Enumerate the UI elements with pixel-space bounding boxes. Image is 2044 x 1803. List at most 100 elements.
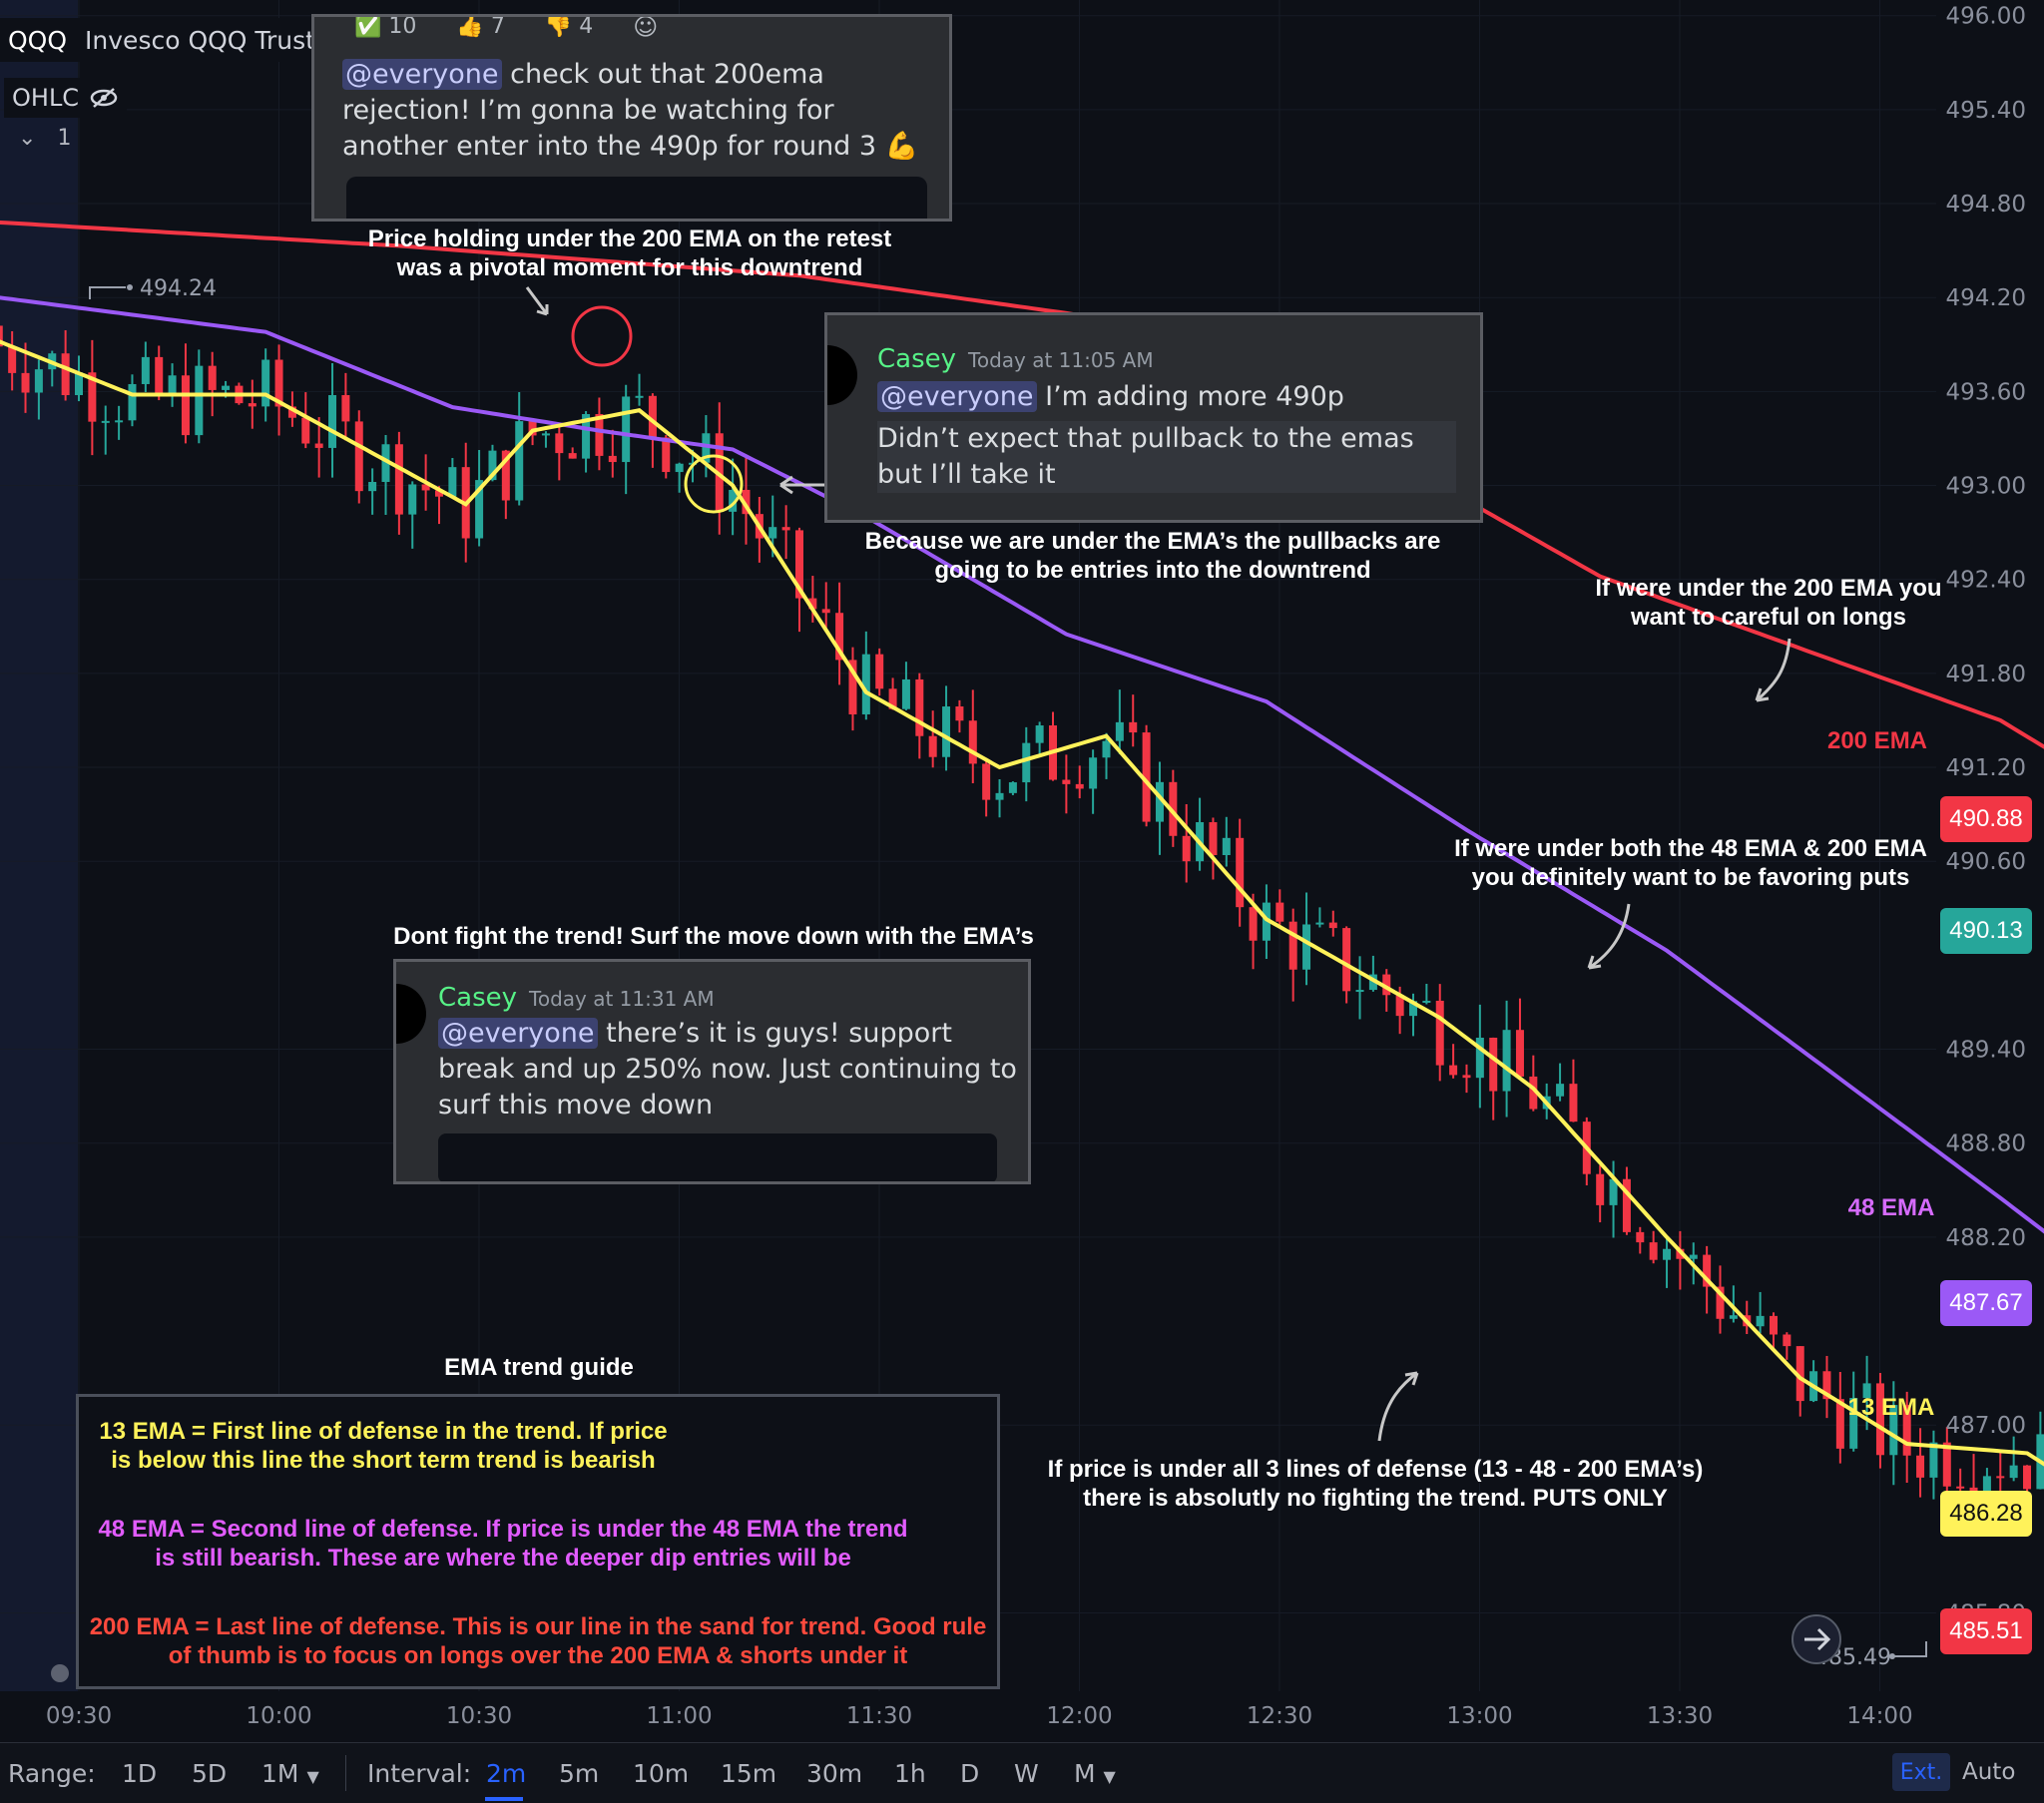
high-marker-line <box>89 286 126 299</box>
eye-off-icon[interactable] <box>89 87 119 109</box>
candle-down <box>1769 1315 1778 1335</box>
candle-down <box>555 433 564 454</box>
mention-everyone[interactable]: @everyone <box>877 381 1037 412</box>
time-tick-label: 12:00 <box>1046 1703 1112 1729</box>
symbol-name: Invesco QQQ Trust <box>85 25 315 55</box>
ext-button[interactable]: Ext. <box>1892 1753 1950 1791</box>
message-3-body: @everyone there’s it is guys! support br… <box>438 1016 1017 1124</box>
candle-down <box>794 530 803 599</box>
candle-down <box>1169 781 1178 836</box>
pullback-circle <box>684 454 744 514</box>
price-tick-label: 494.20 <box>1946 285 2026 311</box>
candle-up <box>381 444 390 482</box>
candle-down <box>915 678 924 736</box>
price-tick-label: 493.00 <box>1946 474 2026 500</box>
auto-button[interactable]: Auto <box>1962 1759 2016 1785</box>
interval-1h[interactable]: 1h <box>894 1759 926 1788</box>
avatar[interactable] <box>827 345 857 405</box>
candle-up <box>1035 725 1044 743</box>
candle-up <box>261 359 270 407</box>
interval-2m[interactable]: 2m <box>486 1759 527 1788</box>
arrow-right-icon <box>1804 1627 1831 1651</box>
candle-down <box>1062 779 1071 784</box>
avatar[interactable] <box>396 984 426 1044</box>
range-1d[interactable]: 1D <box>122 1759 158 1788</box>
annotation-fight-trend: Dont fight the trend! Surf the move down… <box>393 923 1034 950</box>
mention-everyone[interactable]: @everyone <box>438 1018 598 1049</box>
label-48-ema: 48 EMA <box>1847 1194 1935 1221</box>
candle-up <box>622 396 631 463</box>
gear-icon[interactable] <box>51 1664 69 1682</box>
candle-up <box>475 480 484 539</box>
ohlc-toggle[interactable]: OHLC <box>4 78 128 118</box>
annotation-arrows <box>525 286 1791 1442</box>
candle-down <box>888 688 897 709</box>
interval-m[interactable]: M ▼ <box>1074 1759 1116 1788</box>
interval-30m[interactable]: 30m <box>806 1759 863 1788</box>
reaction-thumbs-down[interactable]: 👎 4 <box>544 14 594 39</box>
candle-up <box>128 383 137 421</box>
candle-up <box>942 706 951 757</box>
candle-down <box>248 403 256 407</box>
price-tick-label: 494.80 <box>1946 192 2026 218</box>
interval-15m[interactable]: 15m <box>721 1759 777 1788</box>
range-1m[interactable]: 1M ▼ <box>261 1759 319 1788</box>
candle-up <box>1409 1001 1417 1017</box>
candle-down <box>1489 1038 1498 1092</box>
symbol-ticker[interactable]: QQQ <box>8 25 68 55</box>
time-tick-label: 13:00 <box>1446 1703 1512 1729</box>
session-premarket-band <box>0 0 78 1691</box>
price-label-ema200: 490.88 <box>1940 796 2032 842</box>
label-13-ema: 13 EMA <box>1847 1394 1935 1421</box>
symbol-header: QQQ Invesco QQQ Trust <box>0 18 323 62</box>
indicator-collapse[interactable]: ⌄ 1 <box>18 126 71 151</box>
author-name[interactable]: Casey <box>438 983 518 1013</box>
price-tick-label: 488.80 <box>1946 1131 2026 1157</box>
ema-48-line <box>0 295 2044 1234</box>
low-marker-dot <box>1889 1653 1895 1659</box>
candle-up <box>1756 1315 1765 1327</box>
chevron-down-icon: ⌄ <box>18 126 37 151</box>
candle-down <box>354 421 363 492</box>
range-5d[interactable]: 5D <box>192 1759 228 1788</box>
time-axis[interactable]: 09:30 10:00 10:30 11:00 11:30 12:00 12:30 13:00… <box>46 1703 1913 1729</box>
candle-down <box>1382 974 1391 996</box>
reaction-bar: ✅ 10 👍 7 👎 4 ☺ <box>354 14 659 45</box>
interval-w[interactable]: W <box>1014 1759 1039 1788</box>
candle-up <box>34 369 43 393</box>
price-label-ema13: 486.28 <box>1940 1491 2032 1537</box>
message-2-text: I’m adding more 490p <box>1045 381 1344 412</box>
price-label-ema48: 487.67 <box>1940 1280 2032 1326</box>
candle-up <box>195 365 204 436</box>
candle-down <box>1182 835 1191 862</box>
reaction-thumbs-up[interactable]: 👍 7 <box>456 14 505 39</box>
candle-down <box>595 414 604 456</box>
candle-down <box>1703 1254 1712 1287</box>
candle-down <box>1649 1242 1658 1260</box>
candle-up <box>1155 781 1164 822</box>
candle-up <box>1502 1030 1511 1092</box>
candle-up <box>1609 1178 1618 1205</box>
candle-up <box>1889 1405 1898 1456</box>
add-reaction-icon[interactable]: ☺ <box>633 14 659 41</box>
candle-down <box>1129 721 1138 733</box>
candle-down <box>982 763 991 800</box>
message-1-body: @everyone check out that 200ema rejectio… <box>342 57 941 165</box>
candle-down <box>208 365 217 390</box>
mention-everyone[interactable]: @everyone <box>342 59 502 90</box>
candle-up <box>675 463 684 473</box>
price-tick-label: 489.40 <box>1946 1038 2026 1064</box>
author-name[interactable]: Casey <box>877 344 957 374</box>
candle-down <box>0 325 3 347</box>
candle-down <box>1276 902 1284 922</box>
candle-down <box>1835 1399 1844 1449</box>
interval-5m[interactable]: 5m <box>559 1759 600 1788</box>
candle-down <box>1449 1065 1458 1076</box>
candle-up <box>1556 1084 1565 1097</box>
interval-d[interactable]: D <box>960 1759 980 1788</box>
reaction-check[interactable]: ✅ 10 <box>354 14 417 39</box>
interval-10m[interactable]: 10m <box>633 1759 690 1788</box>
candle-down <box>1435 1000 1444 1066</box>
candle-up <box>1663 1248 1672 1260</box>
candle-down <box>1288 921 1297 970</box>
